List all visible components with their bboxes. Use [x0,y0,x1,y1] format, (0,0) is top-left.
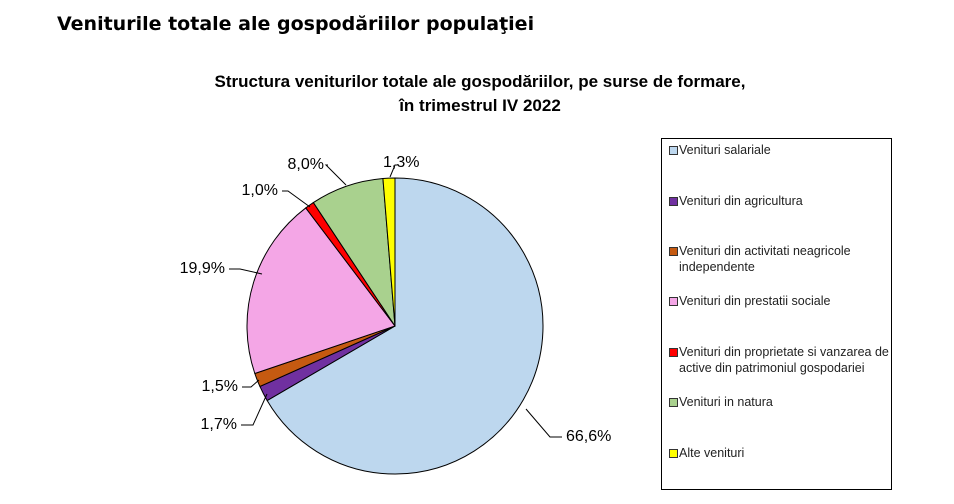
leader-line [525,408,562,438]
legend-label: Alte venituri [679,446,745,460]
legend-item-natura: Venituri in natura [669,394,891,410]
legend-item-proprietate: Venituri din proprietate si vanzarea de … [669,344,891,376]
pie-slice [382,177,396,327]
leader-line [389,164,397,178]
chart-legend: Venituri salariale Venituri din agricult… [661,138,892,490]
pie-slice [246,207,396,375]
leader-line [229,268,263,275]
data-label: 1,5% [202,378,238,395]
leader-line [241,393,268,426]
pie-slice [266,177,544,475]
data-label: 66,6% [566,428,611,445]
data-label: 1,3% [383,154,419,171]
chart-title-line-1: Structura veniturilor totale ale gospodă… [214,72,746,91]
legend-label: Venituri din activitati neagricole indep… [679,244,851,274]
legend-swatch [669,197,678,206]
chart-title-line-2: în trimestrul IV 2022 [399,96,561,115]
data-label: 1,7% [201,416,237,433]
legend-label: Venituri din proprietate si vanzarea de … [679,345,889,375]
legend-item-salariale: Venituri salariale [669,142,891,158]
legend-swatch [669,449,678,458]
legend-swatch [669,297,678,306]
legend-label: Venituri din prestatii sociale [679,294,831,308]
leader-line [282,190,311,208]
data-label: 19,9% [180,260,225,277]
legend-item-agricultura: Venituri din agricultura [669,193,891,209]
legend-swatch [669,348,678,357]
legend-label: Venituri salariale [679,143,771,157]
legend-swatch [669,247,678,256]
data-label: 8,0% [288,156,324,173]
leader-line [324,164,347,186]
legend-label: Venituri in natura [679,395,773,409]
legend-item-neagricole: Venituri din activitati neagricole indep… [669,243,891,275]
section-title: Veniturile totale ale gospodăriilor popu… [57,13,535,35]
legend-item-prestatii: Venituri din prestatii sociale [669,293,891,309]
legend-swatch [669,146,678,155]
leader-line [242,379,260,388]
legend-label: Venituri din agricultura [679,194,803,208]
data-label: 1,0% [242,182,278,199]
legend-swatch [669,398,678,407]
legend-item-alte: Alte venituri [669,445,891,461]
